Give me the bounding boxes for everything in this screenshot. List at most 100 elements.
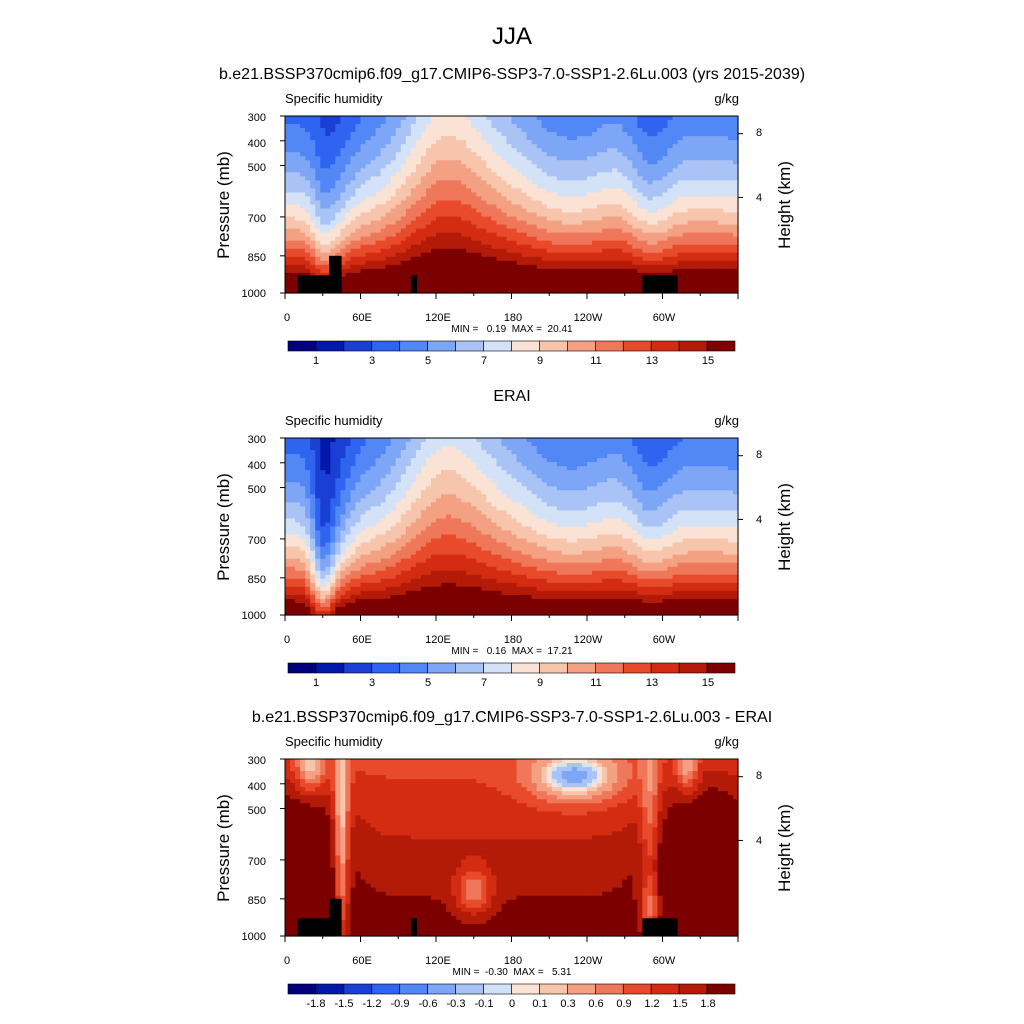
field-cell <box>405 446 412 451</box>
field-cell <box>436 470 442 475</box>
field-cell <box>466 176 472 181</box>
field-cell <box>702 180 709 185</box>
field-cell <box>682 252 689 258</box>
field-cell <box>441 280 447 286</box>
field-cell <box>365 462 372 467</box>
field-cell <box>702 220 709 226</box>
field-cell <box>571 442 578 447</box>
field-cell <box>637 236 643 242</box>
field-cell <box>365 248 372 254</box>
field-cell <box>637 136 643 141</box>
field-cell <box>481 128 487 133</box>
field-cell <box>712 248 719 254</box>
field-cell <box>486 168 492 173</box>
field-cell <box>300 172 306 177</box>
field-cell <box>491 124 497 129</box>
field-cell <box>325 204 331 210</box>
field-cell <box>587 474 593 479</box>
field-cell <box>441 156 447 161</box>
field-cell <box>702 200 709 206</box>
field-cell <box>521 136 528 141</box>
field-cell <box>481 248 487 254</box>
field-cell <box>607 172 613 177</box>
field-cell <box>566 184 573 190</box>
field-cell <box>446 144 452 149</box>
field-cell <box>330 184 336 190</box>
field-cell <box>732 212 739 218</box>
field-cell <box>305 438 311 443</box>
field-cell <box>436 478 442 483</box>
field-cell <box>285 264 291 270</box>
field-cell <box>556 256 563 262</box>
colorbar-swatch <box>287 340 317 352</box>
field-cell <box>340 240 346 246</box>
field-cell <box>521 196 528 202</box>
field-cell <box>355 450 362 455</box>
field-cell <box>305 240 311 246</box>
field-cell <box>476 470 482 475</box>
field-cell <box>395 236 402 242</box>
field-cell <box>425 160 432 165</box>
field-cell <box>687 466 694 471</box>
field-cell <box>712 256 719 262</box>
field-cell <box>717 180 724 185</box>
field-cell <box>707 228 714 234</box>
field-cell <box>592 144 598 149</box>
field-cell <box>657 450 664 455</box>
field-cell <box>566 128 573 133</box>
field-cell <box>712 212 719 218</box>
field-cell <box>632 228 638 234</box>
field-cell <box>491 470 497 475</box>
field-cell <box>717 132 724 137</box>
field-cell <box>415 236 422 242</box>
field-cell <box>410 240 417 246</box>
field-cell <box>526 288 533 294</box>
field-cell <box>732 228 739 234</box>
field-cell <box>370 256 377 262</box>
field-cell <box>451 272 457 278</box>
field-cell <box>410 466 417 471</box>
field-cell <box>335 160 341 165</box>
field-cell <box>531 264 538 270</box>
field-cell <box>330 136 336 141</box>
field-cell <box>491 268 497 274</box>
field-cell <box>652 168 659 173</box>
field-cell <box>345 120 352 125</box>
field-cell <box>360 284 367 290</box>
field-cell <box>581 144 588 149</box>
field-cell <box>355 442 362 447</box>
field-cell <box>370 124 377 129</box>
field-cell <box>340 244 346 250</box>
field-cell <box>551 454 558 459</box>
field-cell <box>300 160 306 165</box>
field-cell <box>491 438 497 443</box>
field-cell <box>617 128 623 133</box>
field-cell <box>592 180 598 185</box>
field-cell <box>531 212 538 218</box>
field-cell <box>526 124 533 129</box>
field-cell <box>330 458 336 463</box>
field-cell <box>627 454 633 459</box>
field-cell <box>576 462 583 467</box>
field-cell <box>732 184 739 190</box>
field-cell <box>446 156 452 161</box>
field-cell <box>305 196 311 202</box>
field-cell <box>310 156 316 161</box>
field-cell <box>300 192 306 198</box>
field-cell <box>476 168 482 173</box>
field-cell <box>380 128 387 133</box>
field-cell <box>481 454 487 459</box>
field-cell <box>425 228 432 234</box>
field-cell <box>375 446 382 451</box>
field-cell <box>300 152 306 157</box>
field-cell <box>350 236 357 242</box>
field-cell <box>511 474 518 479</box>
field-cell <box>546 442 553 447</box>
field-cell <box>370 454 377 459</box>
field-cell <box>521 248 528 254</box>
field-cell <box>340 144 346 149</box>
field-cell <box>365 236 372 242</box>
field-cell <box>722 216 729 222</box>
field-cell <box>717 236 724 242</box>
field-cell <box>561 128 568 133</box>
